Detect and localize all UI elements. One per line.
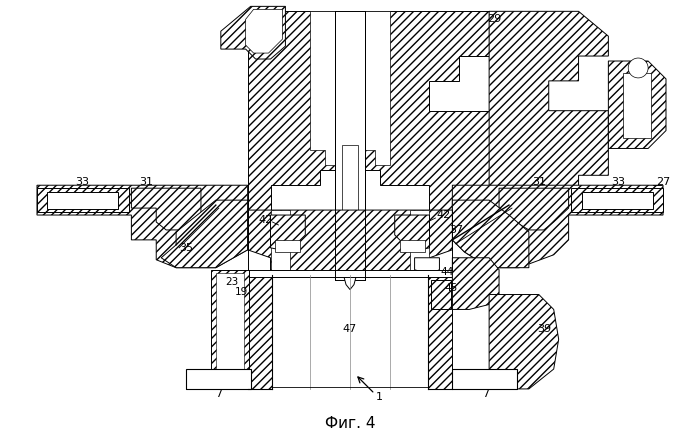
Polygon shape — [342, 146, 358, 270]
Text: 7: 7 — [216, 389, 223, 399]
Polygon shape — [428, 275, 452, 389]
Polygon shape — [216, 273, 244, 386]
Polygon shape — [499, 188, 568, 230]
Polygon shape — [220, 6, 286, 59]
Polygon shape — [37, 185, 248, 268]
Polygon shape — [248, 210, 452, 275]
Polygon shape — [270, 210, 290, 275]
Text: 39: 39 — [537, 324, 551, 334]
Text: 7: 7 — [482, 389, 490, 399]
Polygon shape — [248, 275, 272, 389]
Polygon shape — [400, 240, 424, 252]
Text: 29: 29 — [487, 14, 501, 24]
Polygon shape — [161, 200, 248, 268]
Polygon shape — [395, 215, 430, 250]
Polygon shape — [489, 11, 608, 210]
Polygon shape — [211, 270, 248, 389]
Polygon shape — [37, 188, 130, 212]
Polygon shape — [186, 369, 251, 389]
Text: 27: 27 — [656, 177, 670, 187]
Polygon shape — [276, 240, 300, 252]
Polygon shape — [342, 270, 358, 290]
Text: 45: 45 — [444, 283, 458, 292]
Text: 31: 31 — [532, 177, 546, 187]
Circle shape — [628, 58, 648, 78]
Polygon shape — [570, 188, 663, 212]
Text: Фиг. 4: Фиг. 4 — [325, 416, 375, 431]
Polygon shape — [431, 280, 452, 310]
Polygon shape — [414, 258, 440, 275]
Polygon shape — [452, 185, 663, 268]
Polygon shape — [132, 188, 201, 230]
Text: 42: 42 — [436, 210, 451, 220]
Text: 42: 42 — [258, 215, 273, 225]
Polygon shape — [47, 192, 118, 209]
Text: 1: 1 — [377, 392, 384, 402]
Polygon shape — [452, 369, 517, 389]
Text: 37: 37 — [449, 225, 463, 235]
Polygon shape — [270, 215, 305, 250]
Polygon shape — [246, 9, 282, 53]
Polygon shape — [608, 61, 666, 149]
Text: 23: 23 — [225, 277, 238, 287]
Text: 31: 31 — [139, 177, 153, 187]
Polygon shape — [623, 73, 651, 138]
Text: 19: 19 — [234, 287, 248, 296]
Polygon shape — [452, 258, 499, 310]
Text: 35: 35 — [179, 243, 193, 253]
Polygon shape — [335, 11, 365, 280]
Polygon shape — [248, 11, 489, 210]
Text: 44: 44 — [441, 267, 454, 277]
Polygon shape — [310, 11, 390, 165]
Polygon shape — [489, 295, 559, 389]
Polygon shape — [410, 210, 430, 275]
Text: 47: 47 — [343, 324, 357, 334]
Polygon shape — [248, 270, 452, 277]
Polygon shape — [452, 200, 529, 268]
Text: 33: 33 — [611, 177, 625, 187]
Text: 33: 33 — [75, 177, 89, 187]
Polygon shape — [582, 192, 653, 209]
